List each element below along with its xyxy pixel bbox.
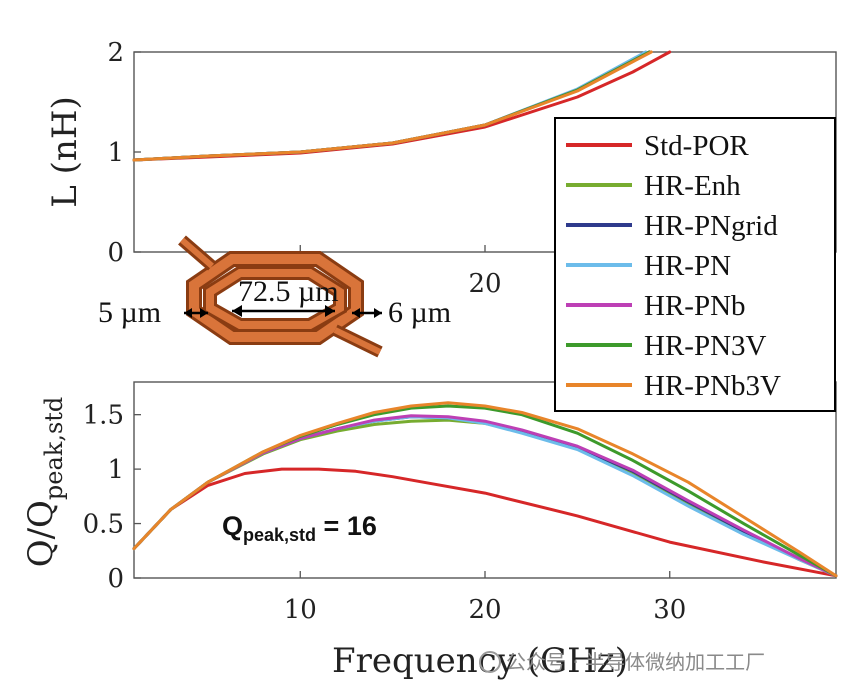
bottom-series-line-hr-pngrid [132,415,838,578]
top-y-tick-label: 2 [107,38,124,68]
inductor-inset: 5 µm 72.5 µm 6 µm [90,235,451,372]
bottom-y-tick-label: 0.5 [83,510,124,540]
bottom-y-axis-label: Q/Qpeak,std [21,397,68,568]
top-y-tick-label: 1 [107,138,124,168]
top-panel: 0 1 2 20 L (nH) [45,38,837,299]
bottom-x-tick-label: 10 [284,595,317,625]
arrow-72um-head-right [325,305,335,317]
top-series-line-hr-pnb3v [132,50,653,162]
top-axis-ticks: 0 1 2 20 [107,38,671,299]
bottom-series-line-hr-pnb [132,414,838,578]
bottom-series-line-std-por [132,467,838,578]
dim-5um-label: 5 µm [98,296,161,329]
arrow-6um-head-left [352,308,360,318]
top-y-axis-label: L (nH) [45,96,85,207]
inductor-drawing [178,235,383,358]
legend-label-hr-pnb3v: HR-PNb3V [644,370,781,402]
top-y-tick-label: 0 [107,238,124,268]
legend-label-hr-pn: HR-PN [644,250,731,282]
q-peak-annotation: Qpeak,std = 16 [222,511,377,545]
dimension-arrows [184,305,382,318]
dim-72-5um-label: 72.5 µm [238,275,339,308]
dim-6um-label: 6 µm [388,296,451,329]
watermark-icon [479,651,501,673]
bottom-y-tick-label: 1.5 [83,401,124,431]
inductor-lead-bottom-face [333,327,382,355]
top-x-tick-label: 20 [468,269,501,299]
bottom-series-line-hr-enh [132,418,838,578]
bottom-series-lines [132,401,838,578]
arrow-5um-head-right [200,308,208,318]
q-peak-annotation-main: Q [222,511,243,541]
inductor-lead-top-face [180,237,214,269]
bottom-x-tick-label: 20 [468,595,501,625]
legend-label-hr-pn3v: HR-PN3V [644,330,767,362]
bottom-y-tick-label: 0 [107,564,124,594]
bottom-series-line-hr-pnb3v [132,401,838,578]
bottom-panel: 00.511.510 20 30 Q/Qpeak,std Frequency (GH… [21,381,838,681]
bottom-y-axis-label-sub: peak,std [40,397,68,500]
bottom-series-line-hr-pn [132,415,838,578]
top-series-lines [132,50,672,162]
arrow-5um-head-left [184,308,192,318]
q-peak-annotation-sub: peak,std [243,525,316,545]
bottom-x-tick-label: 30 [653,595,686,625]
legend-label-hr-pngrid: HR-PNgrid [644,210,778,242]
bottom-axis-ticks: 0 0.5 1 1.5 10 20 30 [83,401,687,625]
q-peak-annotation-rest: = 16 [316,511,377,541]
bottom-y-tick-label: 1 [107,455,124,485]
bottom-y-axis-label-main: Q/Q [21,500,61,567]
bottom-series-line-hr-pn3v [132,404,838,578]
inductor-inner-turn-face [206,269,344,329]
legend-items: Std-POR HR-Enh HR-PNgrid HR-PN HR-PNb HR-PN3V… [566,130,781,402]
watermark: 公众号 · 半导体微纳加工工厂 [479,650,765,674]
arrow-6um-head-right [374,308,382,318]
legend-label-std-por: Std-POR [644,130,749,162]
arrow-72um-head-left [232,305,242,317]
inductor-outer-turn-face [189,254,361,342]
legend-label-hr-pnb: HR-PNb [644,290,746,322]
legend: Std-POR HR-Enh HR-PNgrid HR-PN HR-PNb HR-PN3V… [554,117,836,412]
legend-label-hr-enh: HR-Enh [644,170,741,202]
watermark-text: 公众号 · 半导体微纳加工工厂 [506,650,765,674]
